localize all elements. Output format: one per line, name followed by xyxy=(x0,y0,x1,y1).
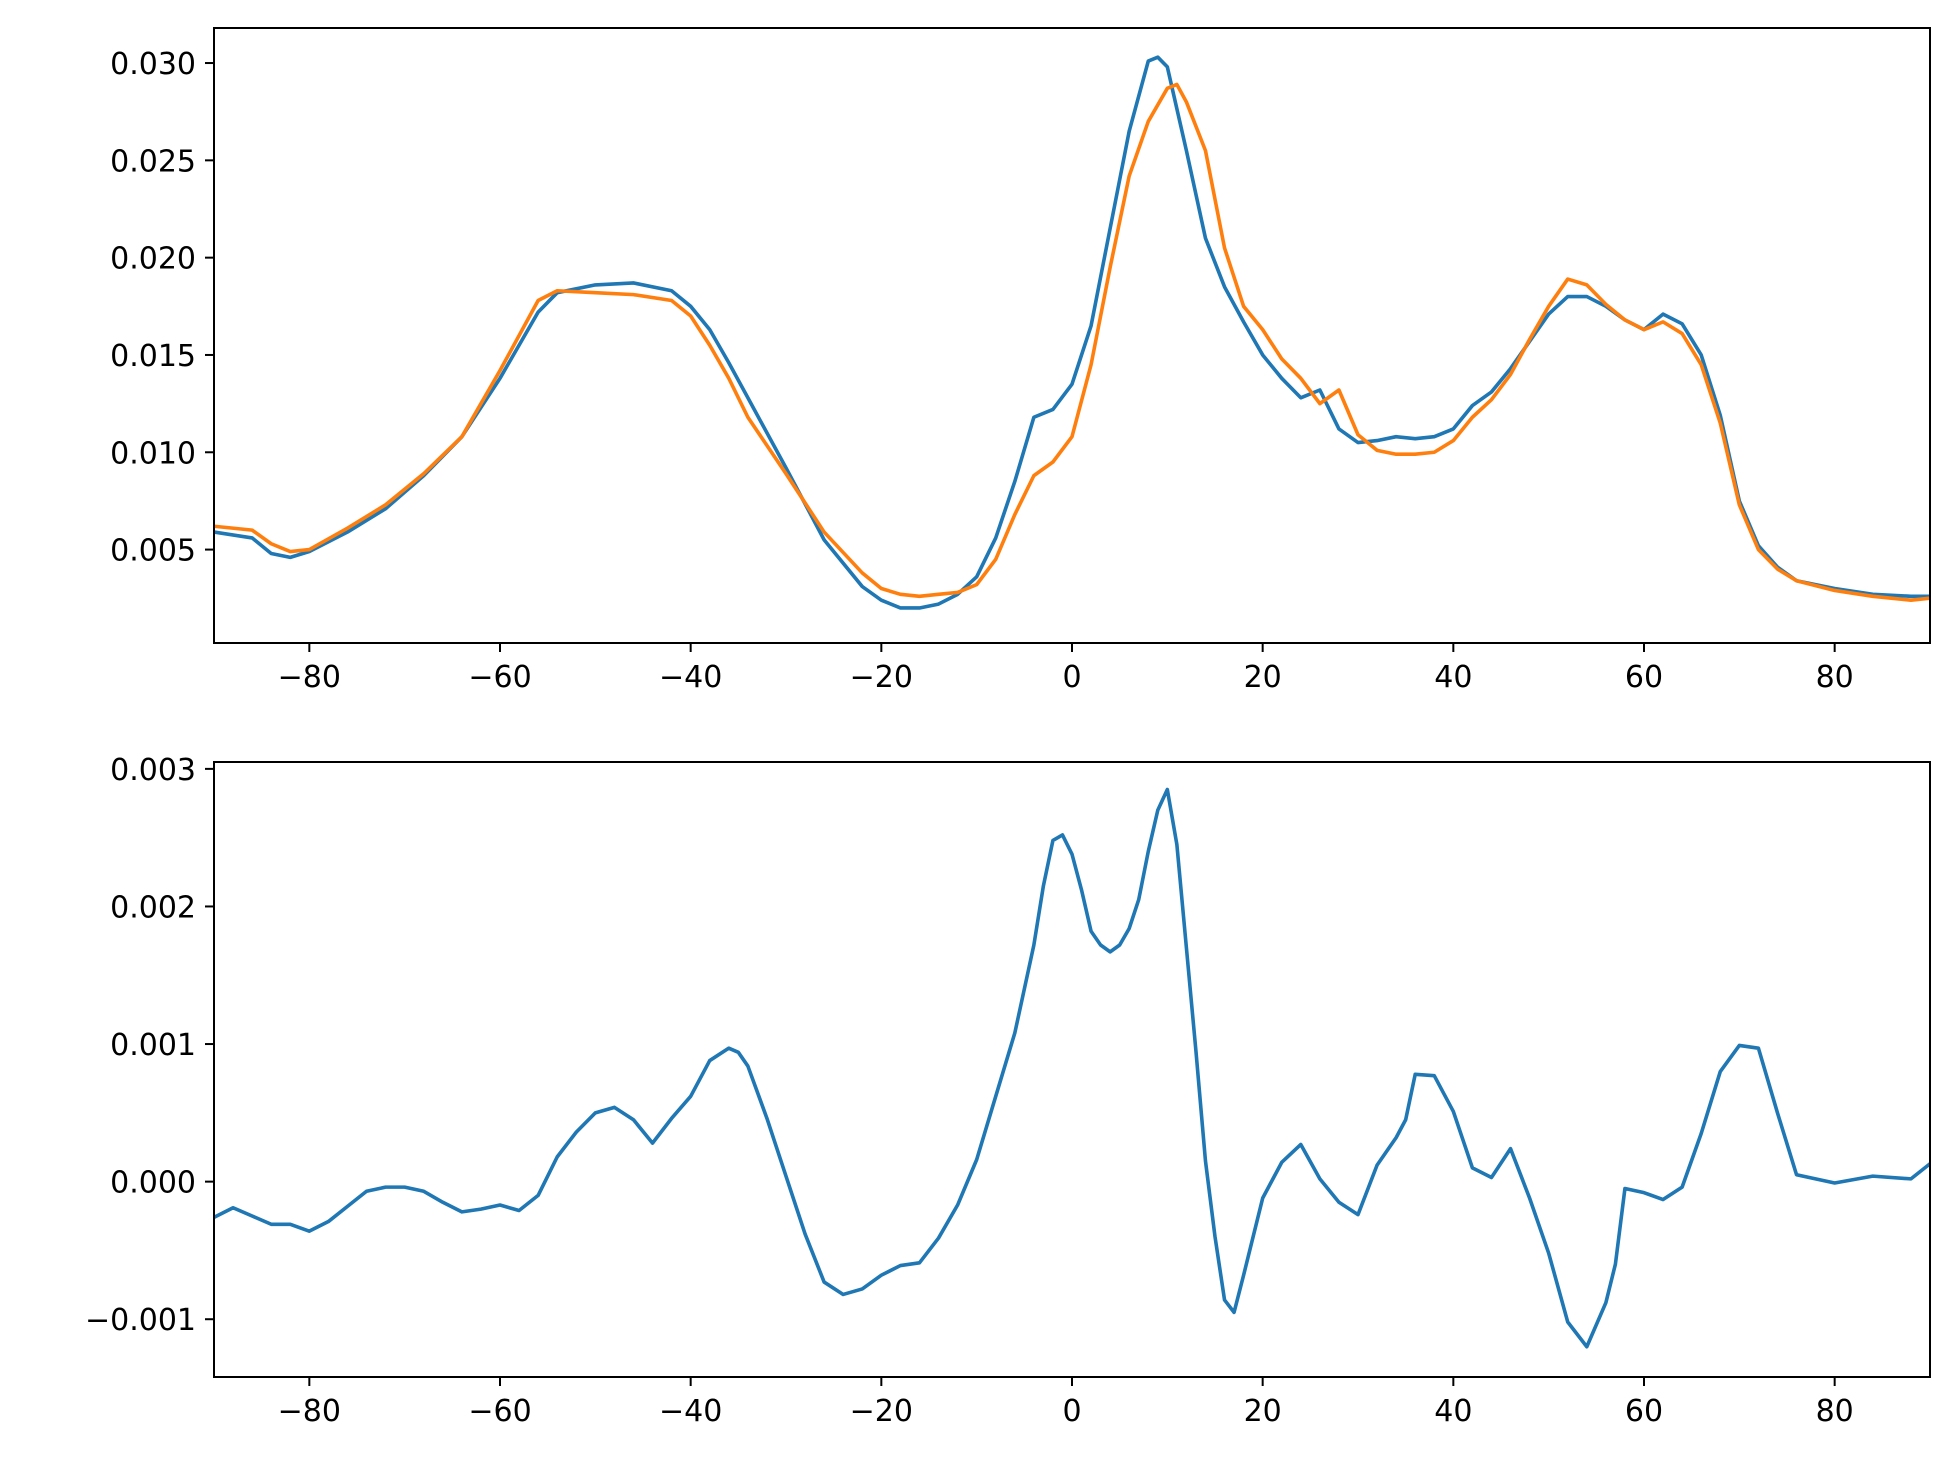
top-x-tick-label: −80 xyxy=(278,660,341,695)
bottom-x-tick-label: 40 xyxy=(1434,1394,1472,1429)
top-plot-panel: −80 −60 −40 −20 0 20 40 60 80 0.005 0.010 0.015 0.02… xyxy=(110,27,1931,695)
top-x-tick-label: 60 xyxy=(1625,660,1663,695)
bottom-y-tick-label: 0.003 xyxy=(110,753,196,788)
top-x-tick-label: 20 xyxy=(1244,660,1282,695)
top-x-tick-label: −40 xyxy=(659,660,722,695)
top-y-tick-label: 0.010 xyxy=(110,436,196,471)
bottom-x-tick-label: 60 xyxy=(1625,1394,1663,1429)
top-x-tick-label: −20 xyxy=(850,660,913,695)
top-x-tick-label: −60 xyxy=(468,660,531,695)
top-y-tick-label: 0.005 xyxy=(110,534,196,569)
bottom-x-tick-label: −40 xyxy=(659,1394,722,1429)
bottom-x-tick-label: 20 xyxy=(1244,1394,1282,1429)
bottom-x-tick-label: 0 xyxy=(1062,1394,1081,1429)
bottom-x-tick-label: −80 xyxy=(278,1394,341,1429)
bottom-y-tick-label: 0.002 xyxy=(110,890,196,925)
top-x-tick-label: 0 xyxy=(1062,660,1081,695)
top-y-tick-label: 0.030 xyxy=(110,47,196,82)
bottom-x-tick-label: −60 xyxy=(468,1394,531,1429)
bottom-y-tick-label: −0.001 xyxy=(85,1303,196,1338)
bottom-x-tick-label: −20 xyxy=(850,1394,913,1429)
bottom-plot-panel: −80 −60 −40 −20 0 20 40 60 80 −0.001 0.000 0.001 0.0… xyxy=(85,753,1931,1429)
bottom-x-tick-label: 80 xyxy=(1816,1394,1854,1429)
top-series-1-line xyxy=(214,82,1930,602)
top-x-tick-label: 40 xyxy=(1434,660,1472,695)
top-x-tick-label: 80 xyxy=(1816,660,1854,695)
bottom-series-0-line xyxy=(214,787,1930,1349)
top-y-tick-label: 0.025 xyxy=(110,144,196,179)
bottom-y-tick-label: 0.001 xyxy=(110,1028,196,1063)
top-y-tick-label: 0.020 xyxy=(110,242,196,277)
top-y-tick-label: 0.015 xyxy=(110,339,196,374)
bottom-y-tick-label: 0.000 xyxy=(110,1166,196,1201)
